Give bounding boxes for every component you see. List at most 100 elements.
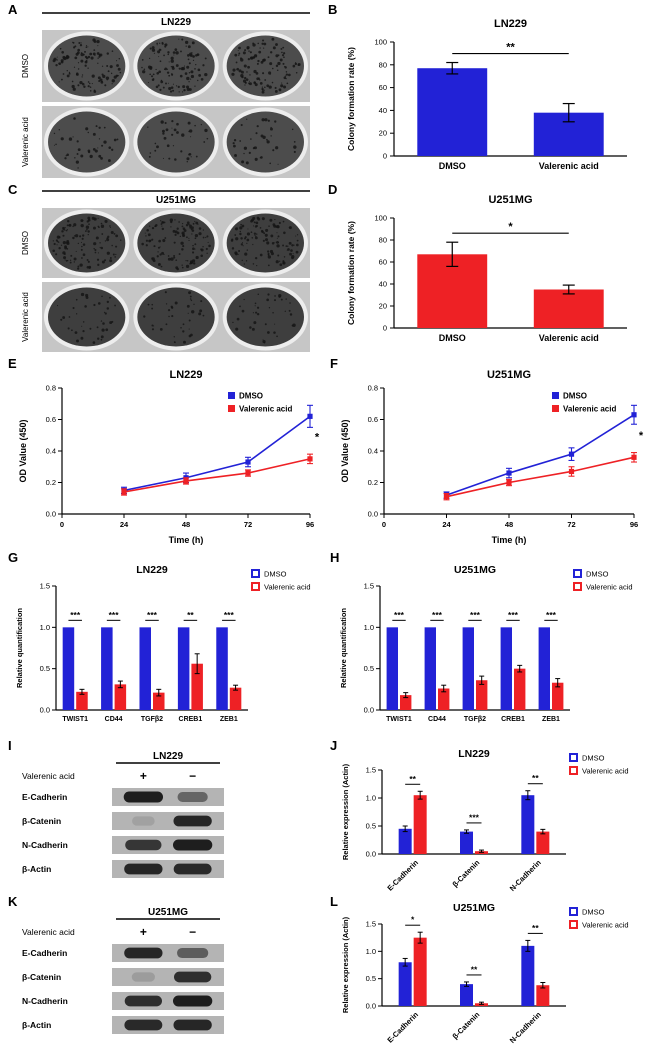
colony-dot — [181, 264, 183, 266]
colony-dot — [240, 73, 244, 78]
y-tick-label: 0.0 — [364, 706, 374, 715]
colony-dot — [53, 144, 55, 146]
significance-marker: *** — [224, 610, 235, 620]
colony-dot — [110, 72, 113, 75]
y-axis-label: OD Value (450) — [340, 419, 350, 482]
colony-dot — [72, 307, 75, 310]
colony-dot — [101, 65, 104, 67]
colony-dot — [157, 84, 160, 87]
colony-dot — [190, 70, 194, 74]
x-tick-label: 72 — [567, 520, 575, 529]
grouped-bar-chart-H: U251MG 0.0 0.5 1.0 1.5 Relative quantificatio… — [339, 564, 633, 723]
colony-dot — [179, 74, 183, 78]
colony-dot — [86, 228, 88, 231]
colony-dot — [275, 260, 279, 264]
colony-dot — [174, 230, 178, 234]
colony-dot — [101, 73, 104, 76]
significance-marker: ** — [506, 42, 515, 54]
colony-dot — [161, 251, 164, 255]
colony-dot — [99, 78, 103, 82]
colony-dot — [255, 221, 259, 225]
protein-band — [177, 792, 208, 802]
colony-dot — [168, 61, 170, 63]
legend-label: Valerenic acid — [582, 921, 629, 930]
colony-dot — [147, 81, 149, 84]
panel-d-colony-rate-chart-u251mg: U251MG 0 20 40 60 80 100 Colony formation rate … — [342, 188, 645, 354]
panel-j-protein-chart-ln229: LN229 0.0 0.5 1.0 1.5 Relative expression (Ac… — [338, 744, 652, 898]
colony-dot — [255, 225, 258, 228]
colony-dot — [156, 42, 158, 45]
colony-dot — [114, 256, 117, 258]
colony-dot — [205, 247, 208, 251]
panel-letter-l: L — [330, 894, 338, 909]
colony-dot — [75, 234, 79, 238]
colony-dot — [288, 309, 291, 312]
y-tick-label: 0.5 — [366, 822, 376, 831]
colony-dot — [245, 260, 248, 262]
colony-dot — [259, 82, 263, 85]
panel-letter-k: K — [8, 894, 18, 909]
colony-dot — [255, 311, 258, 314]
colony-dot — [80, 336, 84, 340]
colony-dot — [192, 59, 195, 61]
colony-dot — [172, 51, 176, 54]
lane-label-plus: + — [140, 769, 147, 783]
colony-dot — [236, 67, 240, 71]
colony-dot — [109, 257, 112, 259]
colony-dot — [157, 251, 159, 253]
colony-dot — [87, 46, 89, 48]
data-point — [568, 468, 575, 475]
x-tick-label: 24 — [120, 520, 129, 529]
colony-dot — [255, 235, 257, 238]
colony-dot — [173, 128, 177, 132]
y-axis-label: Relative expression (Actin) — [341, 763, 350, 860]
colony-dot — [173, 256, 176, 259]
colony-dot — [82, 321, 85, 323]
colony-dot — [149, 73, 152, 76]
colony-dot — [282, 244, 285, 247]
panel-a-colony-images-ln229: LN229 DMSO Valerenic acid — [20, 10, 310, 180]
colony-dot — [113, 138, 117, 142]
colony-dot — [297, 63, 301, 67]
colony-dot — [277, 225, 280, 229]
colony-dot — [92, 38, 96, 42]
panel-letter-b: B — [328, 2, 338, 17]
colony-dot — [151, 226, 155, 230]
bar-Valerenic acid-ZEB1 — [552, 682, 564, 710]
colony-dot — [272, 46, 276, 50]
colony-dot — [80, 292, 85, 297]
x-tick-label: E-Cadherin — [385, 1010, 420, 1045]
colony-dot — [159, 60, 162, 63]
colony-dot — [283, 52, 286, 55]
colony-dot — [94, 249, 97, 252]
colony-dot — [65, 229, 68, 232]
colony-dot — [192, 247, 195, 250]
colony-dot — [295, 235, 297, 237]
colony-dot — [233, 144, 236, 148]
colony-dot — [292, 64, 296, 68]
bar-DMSO-CD44 — [424, 627, 436, 710]
colony-dot — [97, 62, 99, 64]
colony-dot — [281, 54, 285, 57]
colony-dot — [253, 221, 256, 224]
colony-dot — [253, 146, 256, 149]
colony-dot — [163, 54, 165, 57]
colony-dot — [286, 82, 289, 85]
x-tick-label: β-Catenin — [451, 1010, 482, 1041]
colony-dot — [56, 240, 59, 243]
colony-dot — [78, 42, 81, 45]
colony-dot — [287, 248, 290, 251]
colony-dot — [182, 227, 186, 230]
colony-dot — [151, 48, 156, 52]
colony-dot — [148, 155, 151, 158]
colony-dot — [99, 246, 101, 248]
colony-dot — [56, 305, 59, 307]
colony-dot — [147, 126, 149, 128]
colony-dot — [62, 73, 65, 75]
bar-Valerenic acid — [533, 289, 604, 328]
panel-letter-i: I — [8, 738, 12, 753]
colony-dot — [261, 118, 265, 122]
colony-dot — [81, 245, 83, 248]
y-tick-label: 20 — [379, 129, 387, 138]
